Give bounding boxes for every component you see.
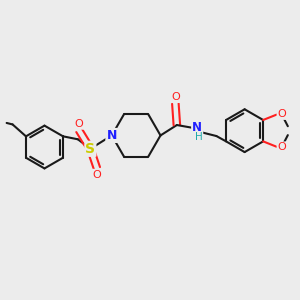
Text: O: O [278, 142, 286, 152]
Text: N: N [106, 129, 117, 142]
Text: H: H [195, 132, 203, 142]
Text: N: N [192, 121, 202, 134]
Text: O: O [171, 92, 180, 102]
Text: O: O [278, 109, 286, 119]
Text: N: N [106, 129, 117, 142]
Text: O: O [75, 119, 83, 129]
Text: O: O [92, 170, 101, 180]
Text: S: S [85, 142, 95, 156]
